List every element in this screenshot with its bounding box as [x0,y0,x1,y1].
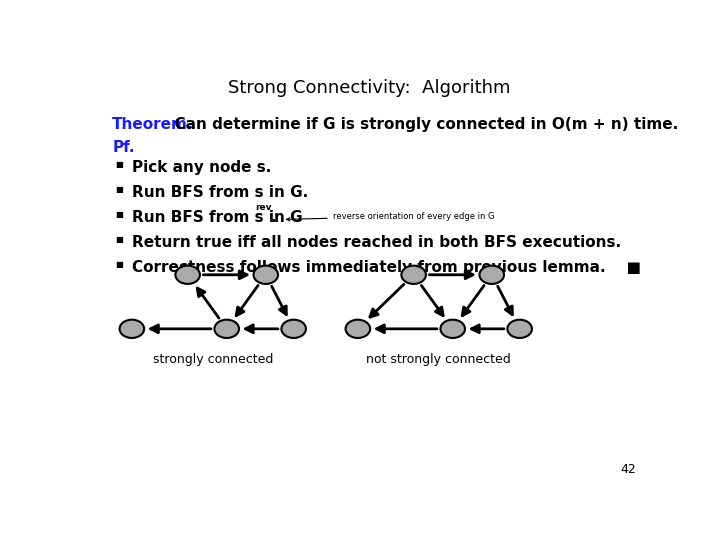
Text: rev: rev [256,203,272,212]
Circle shape [215,320,239,338]
Circle shape [120,320,144,338]
Text: Run BFS from s in G.: Run BFS from s in G. [132,185,308,200]
Text: Run BFS from s in G: Run BFS from s in G [132,210,302,225]
Text: ■: ■ [116,235,124,244]
Text: .: . [270,210,276,225]
Text: ■: ■ [116,210,124,219]
Text: ■: ■ [116,160,124,170]
Text: Can determine if G is strongly connected in O(m + n) time.: Can determine if G is strongly connected… [163,117,678,132]
Text: Strong Connectivity:  Algorithm: Strong Connectivity: Algorithm [228,79,510,97]
Circle shape [282,320,306,338]
Text: Correctness follows immediately from previous lemma.    ■: Correctness follows immediately from pre… [132,260,641,275]
Text: reverse orientation of every edge in G: reverse orientation of every edge in G [287,212,494,221]
Circle shape [401,266,426,284]
Circle shape [253,266,278,284]
Circle shape [346,320,370,338]
Text: Return true iff all nodes reached in both BFS executions.: Return true iff all nodes reached in bot… [132,235,621,250]
Text: 42: 42 [620,463,636,476]
Circle shape [176,266,200,284]
Text: ■: ■ [116,185,124,194]
Circle shape [441,320,465,338]
Circle shape [508,320,532,338]
Text: Theorem.: Theorem. [112,117,194,132]
Text: Pick any node s.: Pick any node s. [132,160,271,176]
Text: not strongly connected: not strongly connected [366,353,511,366]
Text: ■: ■ [116,260,124,269]
Circle shape [480,266,504,284]
Text: Pf.: Pf. [112,140,135,154]
Text: strongly connected: strongly connected [153,353,273,366]
